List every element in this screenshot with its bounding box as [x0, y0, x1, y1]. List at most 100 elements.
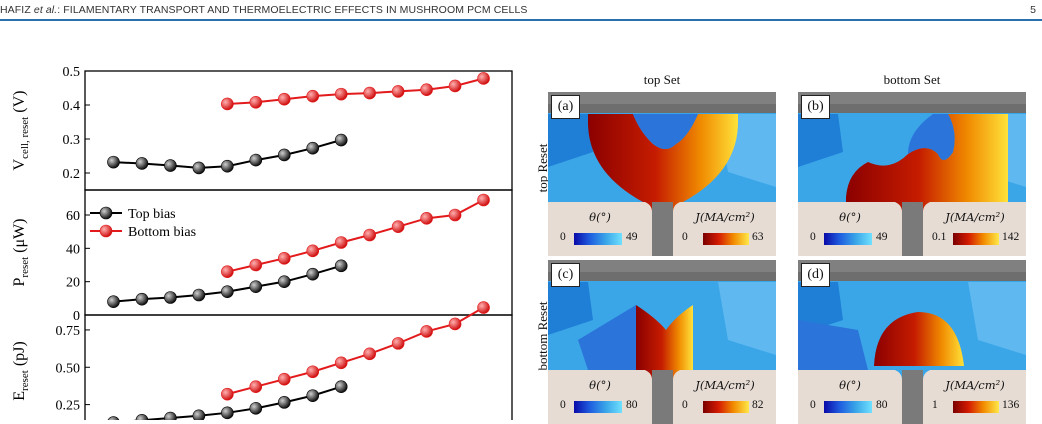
- theta-colorbar: [824, 401, 872, 413]
- page-number: 5: [1030, 4, 1036, 16]
- current-colorbar: [953, 233, 999, 245]
- panel-frame: [84, 70, 513, 191]
- y-tick-label: 0.5: [63, 65, 81, 80]
- y-tick-label: 0: [73, 309, 80, 324]
- data-point: [391, 220, 405, 233]
- y-tick-label: 40: [66, 242, 80, 257]
- amorphous-region: [633, 114, 698, 149]
- data-point: [306, 141, 320, 155]
- data-point: [477, 72, 490, 85]
- dielectric-right: [923, 202, 1026, 256]
- data-point: [192, 161, 206, 175]
- amorphous-region: [578, 305, 636, 370]
- theta-colorbar-max: 49: [876, 231, 888, 243]
- page-header: HAFIZ et al.: FILAMENTARY TRANSPORT AND …: [0, 0, 1042, 22]
- heater: [902, 370, 923, 424]
- theta-colorbar-min: 0: [810, 399, 816, 411]
- y-tick-label: 0.2: [63, 167, 81, 182]
- y-tick-label: 0.4: [63, 99, 81, 114]
- data-point: [164, 159, 177, 172]
- heater: [652, 202, 673, 256]
- data-point: [477, 193, 490, 207]
- panel-label: (b): [801, 95, 830, 119]
- current-colorbar-max: 82: [752, 399, 764, 411]
- current-colorbar-title: J(MA/cm²): [695, 210, 755, 224]
- theta-colorbar-title: θ(°): [589, 210, 611, 224]
- data-point: [391, 337, 405, 350]
- theta-colorbar-title: θ(°): [839, 378, 861, 392]
- header-rule: [0, 19, 1042, 21]
- series-line: [227, 199, 484, 273]
- top-electrode-edge: [798, 272, 1026, 281]
- data-point: [306, 244, 320, 258]
- heater: [652, 370, 673, 424]
- current-colorbar: [953, 401, 999, 413]
- panel-label: (a): [551, 95, 580, 119]
- data-point: [277, 275, 291, 288]
- amorphous-region: [798, 320, 868, 370]
- sim-panel-c: (c) θ(°) 0 80 J(MA/cm²) 0 82: [548, 260, 776, 424]
- panel-label: (c): [551, 263, 580, 287]
- grain-region: [548, 114, 593, 167]
- top-electrode-edge: [798, 104, 1026, 113]
- data-point: [164, 411, 177, 420]
- data-point: [107, 155, 120, 169]
- data-point: [107, 295, 120, 308]
- col-title-bottom-set: bottom Set: [883, 72, 941, 87]
- grain-region: [798, 114, 843, 167]
- panel-label: (d): [801, 263, 830, 287]
- data-point: [334, 236, 348, 249]
- theta-colorbar-title: θ(°): [839, 210, 861, 224]
- data-point: [306, 365, 320, 379]
- sim-panel-b: (b) θ(°) 0 49 J(MA/cm²) 0.1 142: [798, 92, 1026, 256]
- data-point: [277, 396, 291, 409]
- data-point: [391, 85, 405, 98]
- field-map: [548, 92, 776, 256]
- grain-region: [798, 282, 843, 335]
- panel-frame: [84, 314, 513, 420]
- current-colorbar-min: 0: [682, 399, 688, 411]
- y-axis-label: Preset (μW): [11, 218, 31, 286]
- reset-metrics-chart: 0.2 0.3 0.4 0.5 Vcell, reset (V) 0 20 40 60 Prese…: [11, 65, 513, 420]
- amorphous-region: [908, 114, 955, 161]
- top-electrode: [548, 260, 776, 272]
- legend-label: Bottom bias: [128, 225, 196, 240]
- data-point: [107, 416, 120, 420]
- y-axis-label: Ereset (pJ): [11, 341, 31, 400]
- current-colorbar-title: J(MA/cm²): [945, 378, 1005, 392]
- current-colorbar-max: 136: [1002, 399, 1020, 411]
- data-point: [135, 157, 149, 170]
- data-point: [277, 92, 291, 106]
- data-point: [249, 95, 263, 109]
- data-point: [448, 79, 462, 93]
- data-point: [192, 288, 206, 302]
- data-point: [221, 387, 234, 401]
- theta-colorbar: [574, 233, 622, 245]
- heated-region: [588, 114, 738, 227]
- data-point: [334, 133, 348, 147]
- data-point: [334, 87, 348, 101]
- current-colorbar: [703, 401, 749, 413]
- theta-colorbar-max: 80: [876, 399, 888, 411]
- data-point: [221, 265, 234, 278]
- data-point: [420, 212, 433, 225]
- chart-panel-1: 0 20 40 60 Preset (μW): [11, 189, 513, 324]
- series-line: [227, 77, 484, 105]
- y-tick-label: 20: [66, 276, 80, 291]
- chart-panel-0: 0.2 0.3 0.4 0.5 Vcell, reset (V): [11, 65, 513, 191]
- data-point: [277, 148, 291, 162]
- data-point: [334, 356, 348, 370]
- y-tick-label: 0.75: [56, 324, 81, 339]
- heated-region: [874, 312, 964, 366]
- sim-panel-a: (a) θ(°) 0 49 J(MA/cm²) 0 63: [548, 92, 776, 256]
- y-tick-label: 0.50: [56, 361, 81, 376]
- top-electrode-edge: [548, 104, 776, 113]
- legend-marker: [99, 206, 113, 220]
- theta-colorbar-max: 49: [626, 231, 638, 243]
- data-point: [221, 285, 234, 298]
- data-point: [249, 280, 263, 293]
- current-colorbar-min: 0: [682, 231, 688, 243]
- current-colorbar: [703, 233, 749, 245]
- theta-colorbar-min: 0: [560, 399, 566, 411]
- current-colorbar-min: 1: [932, 399, 938, 411]
